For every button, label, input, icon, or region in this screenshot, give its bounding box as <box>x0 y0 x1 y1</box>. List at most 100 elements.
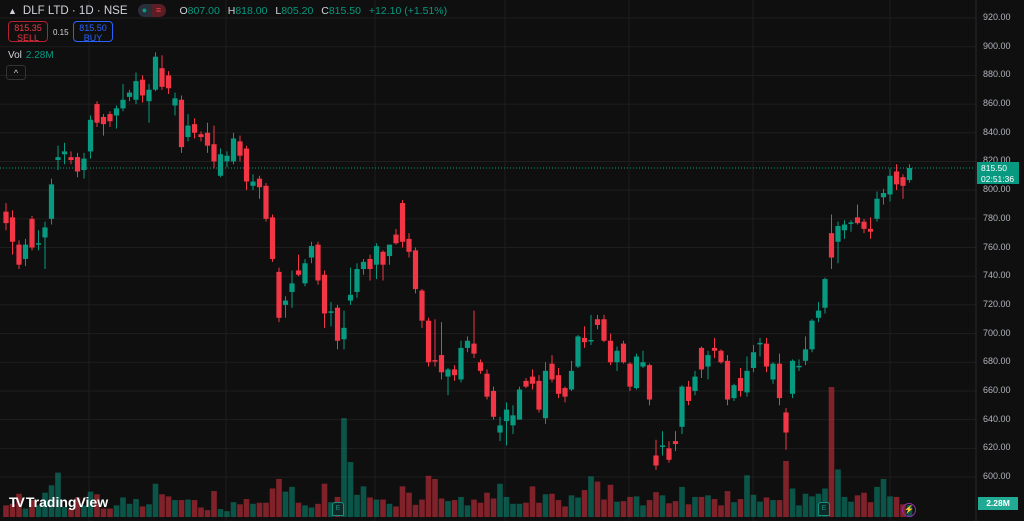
candle-body <box>237 141 243 156</box>
candle-body <box>841 224 848 231</box>
volume-bar <box>841 496 848 517</box>
volume-bar <box>783 460 789 517</box>
candle <box>653 439 659 470</box>
candle <box>295 254 302 277</box>
earnings-marker[interactable]: E <box>818 502 830 516</box>
volume-bar <box>477 502 484 517</box>
earnings-marker[interactable]: E <box>332 502 344 516</box>
volume-bar <box>35 505 42 517</box>
candle <box>360 258 367 275</box>
volume-bar <box>711 499 718 517</box>
candle <box>861 218 867 234</box>
candle-body <box>861 221 867 229</box>
candle <box>679 385 685 434</box>
candle-body <box>874 198 880 219</box>
volume-bar <box>425 475 432 517</box>
candle-body <box>464 340 471 348</box>
candle <box>458 340 464 383</box>
y-tick-label: 620.00 <box>983 442 1011 453</box>
collapse-triangle-icon[interactable]: ▲ <box>8 5 17 16</box>
candle <box>744 356 750 397</box>
volume-bar <box>484 492 490 517</box>
volume-bar <box>406 492 412 517</box>
market-status-toggle[interactable]: ● ≡ <box>137 4 166 17</box>
volume-bar <box>776 500 783 517</box>
candle <box>724 355 731 406</box>
volume-bar <box>679 486 685 517</box>
candle-body <box>458 347 464 380</box>
volume-bar <box>620 501 627 517</box>
volume-bar <box>451 500 458 517</box>
candle <box>867 217 874 239</box>
candle <box>29 215 35 251</box>
candle <box>698 346 705 379</box>
volume-bars <box>3 387 913 517</box>
candle-body <box>438 355 445 373</box>
candle <box>529 369 536 390</box>
candle <box>165 71 172 95</box>
volume-bar <box>770 500 776 517</box>
volume-bar <box>9 503 16 517</box>
candle-body <box>620 343 627 363</box>
volume-bar <box>503 496 510 517</box>
candle-body <box>549 363 555 380</box>
candle <box>900 174 906 199</box>
volume-bar <box>731 502 737 517</box>
candle-body <box>802 349 809 361</box>
candle <box>711 337 718 358</box>
candle <box>510 405 516 434</box>
volume-bar <box>607 484 614 517</box>
candle-body <box>61 151 68 155</box>
candle-body <box>412 250 419 290</box>
candle <box>666 441 672 463</box>
candle-body <box>614 350 620 363</box>
candle <box>256 175 263 199</box>
candle-body <box>35 243 42 245</box>
chevron-up-icon[interactable]: ^ <box>6 65 26 80</box>
candle <box>94 101 100 128</box>
candle <box>315 241 321 285</box>
candle-body <box>269 217 276 259</box>
candle-body <box>523 380 529 387</box>
y-tick-label: 600.00 <box>983 471 1011 481</box>
candle-body <box>263 185 269 219</box>
candle-body <box>705 355 711 367</box>
candle-body <box>757 342 763 345</box>
candle-body <box>256 178 263 188</box>
candle-body <box>731 385 737 399</box>
volume-bar <box>614 501 620 517</box>
change-value: +12.10 (+1.51%) <box>368 4 448 17</box>
candle <box>425 317 432 367</box>
volume-bar <box>126 503 133 517</box>
lightning-icon[interactable]: ⚡ <box>902 503 916 517</box>
candle-body <box>679 386 685 427</box>
candle <box>549 355 555 383</box>
volume-bar <box>74 497 81 517</box>
candle <box>796 359 802 371</box>
candle <box>659 431 666 456</box>
sell-button[interactable]: 815.35 SELL <box>8 21 48 43</box>
volume-bar <box>29 500 35 517</box>
candle-body <box>185 125 191 138</box>
candle <box>152 52 159 92</box>
candle-body <box>867 228 874 232</box>
volume-bar <box>594 481 601 517</box>
buy-button[interactable]: 815.50 BUY <box>73 21 113 43</box>
candle <box>757 337 763 357</box>
volume-bar <box>282 491 289 517</box>
candle-body <box>113 108 120 116</box>
y-tick-label: 840.00 <box>983 126 1011 137</box>
candle-body <box>29 218 35 248</box>
symbol-title[interactable]: DLF LTD · 1D · NSE <box>22 4 128 17</box>
y-tick-label: 760.00 <box>983 241 1011 252</box>
volume-bar <box>354 494 360 517</box>
candle <box>464 336 471 353</box>
candle-body <box>81 158 87 171</box>
volume-bar <box>529 486 536 517</box>
candle <box>588 314 594 346</box>
volume-bar <box>243 499 250 517</box>
candle-body <box>139 79 146 96</box>
candle <box>282 296 289 318</box>
volume-bar <box>191 500 198 517</box>
